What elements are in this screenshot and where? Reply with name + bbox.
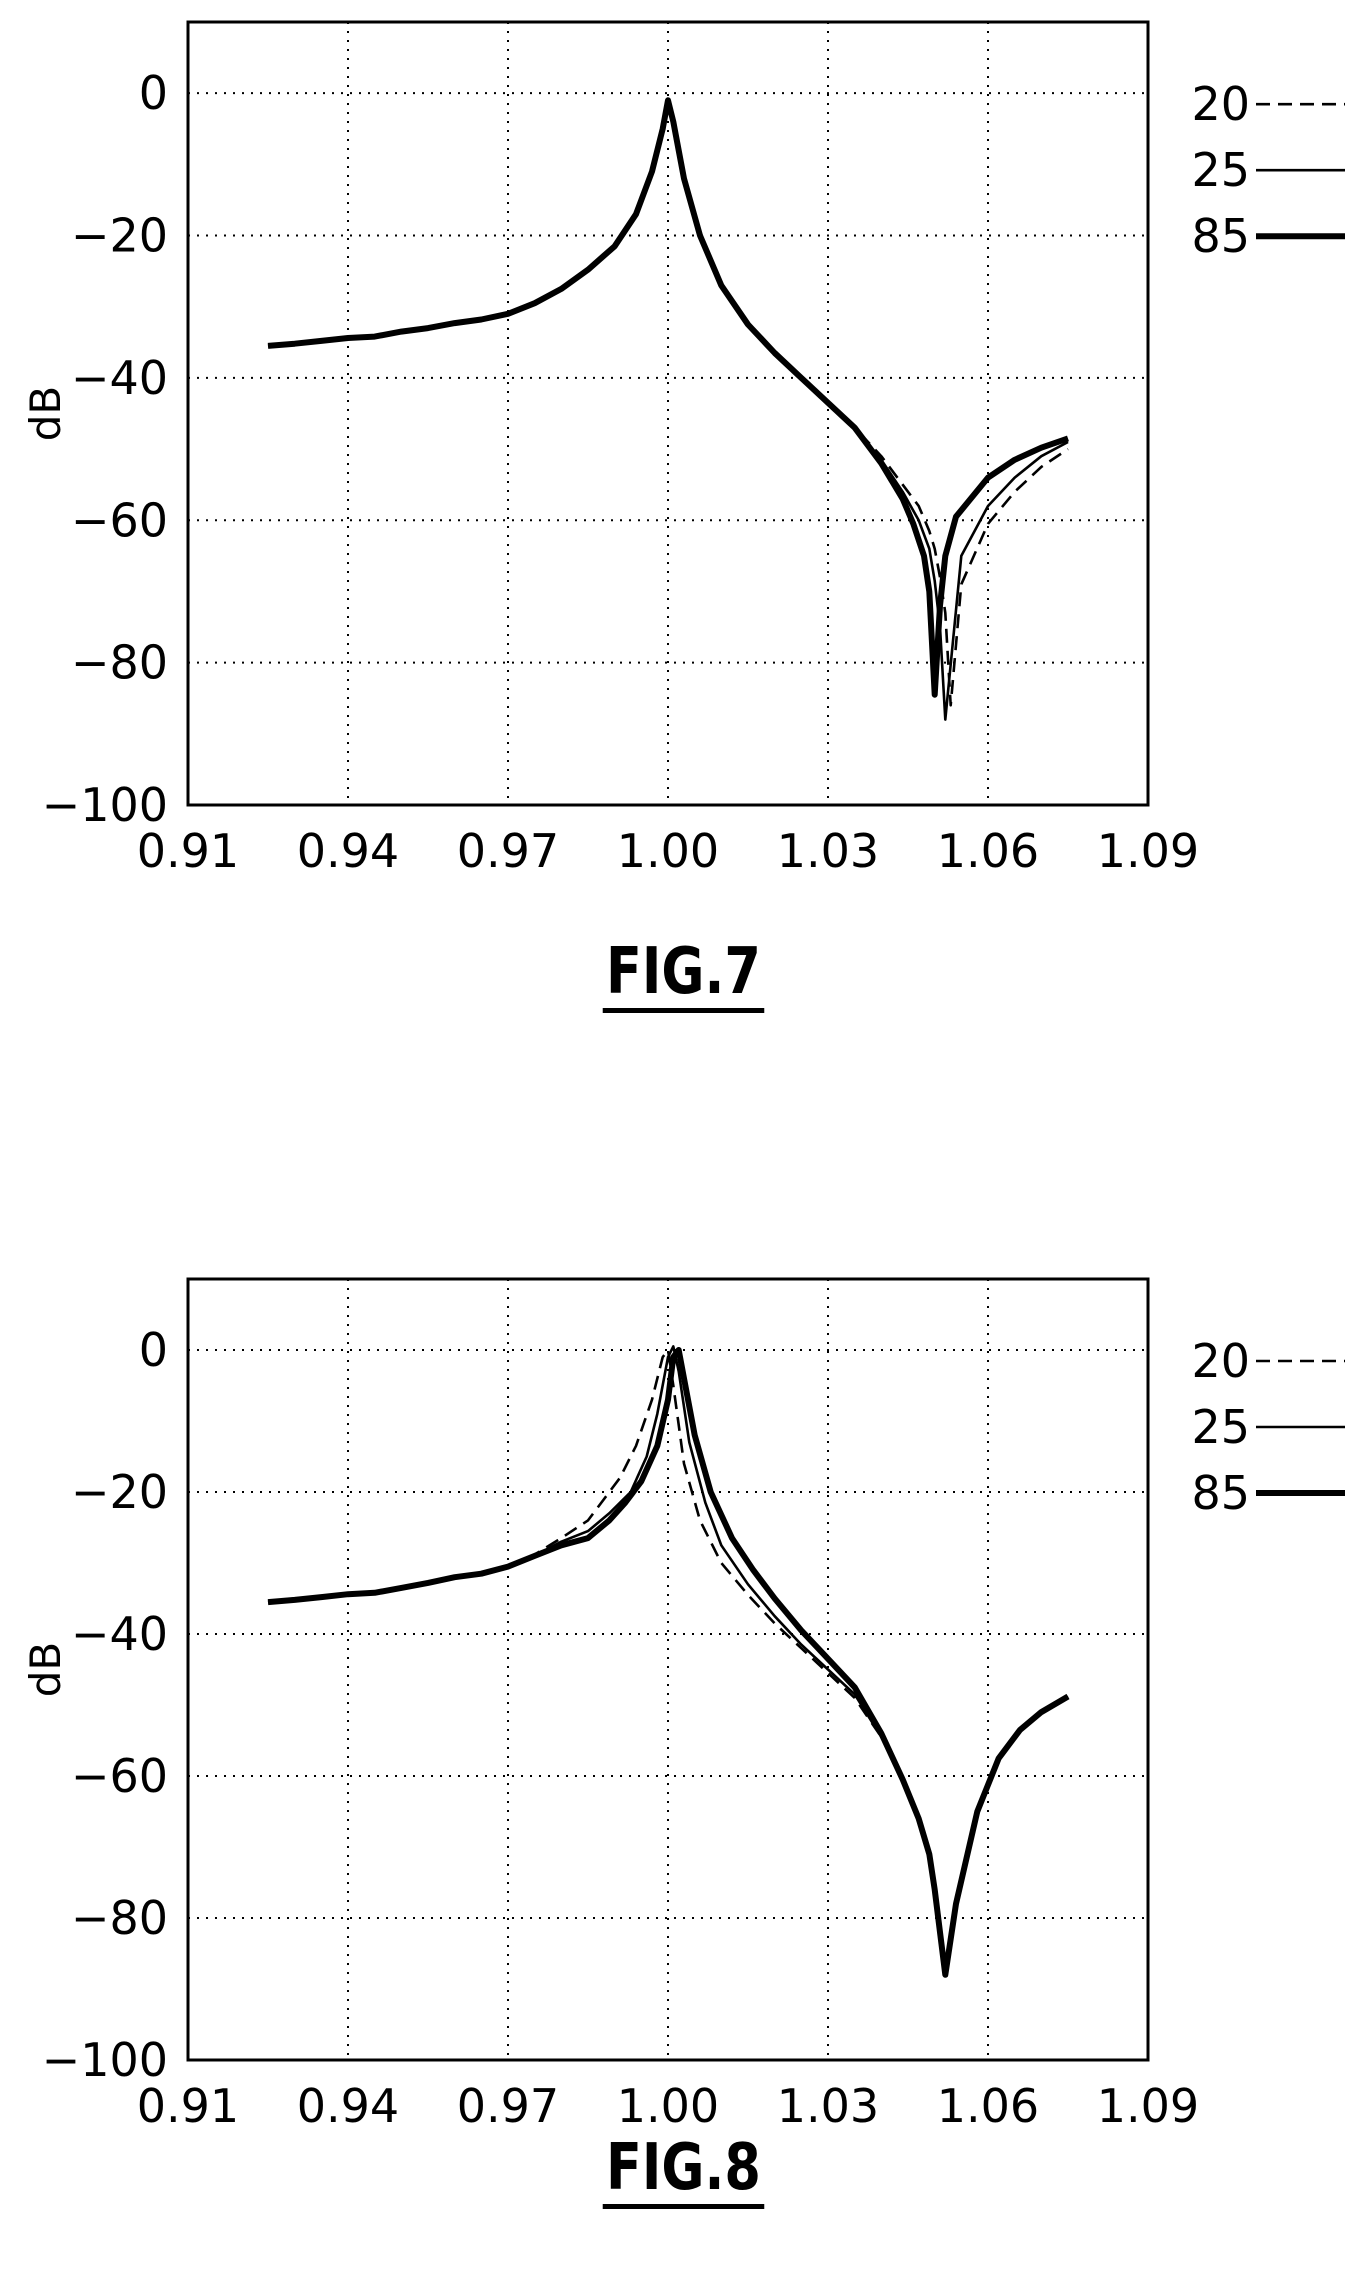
x-tick-label: 0.94 (297, 2079, 399, 2133)
plot-frame (186, 1277, 1150, 2062)
caption-fig8-text: FIG.8 (602, 2136, 764, 2209)
x-tick-label: 1.00 (617, 824, 719, 878)
series-line-20 (267, 1348, 1069, 1977)
legend-label-25: 25 (1191, 1400, 1250, 1454)
figure-8: 0.91 0.94 0.97 1.00 1.03 1.06 1.09 0 −20 −40 −60 −8… (0, 1146, 1366, 2293)
figure-7: 0.91 0.94 0.97 1.00 1.03 1.06 1.09 0 −20 −40 −60 −8… (0, 0, 1366, 1146)
legend-label-20: 20 (1191, 77, 1250, 131)
legend-label-85: 85 (1191, 1466, 1250, 1520)
caption-fig7: FIG.7 (0, 940, 1366, 1013)
x-tick-label: 0.94 (297, 824, 399, 878)
x-tick-label: 1.06 (937, 2079, 1039, 2133)
y-tick-label: −40 (71, 351, 168, 405)
y-tick-label: −60 (71, 493, 168, 547)
x-tick-label: 1.09 (1097, 2079, 1199, 2133)
y-tick-label: −40 (71, 1607, 168, 1661)
legend-label-20: 20 (1191, 1334, 1250, 1388)
series-line-20 (267, 99, 1069, 707)
legend-label-25: 25 (1191, 143, 1250, 197)
x-tick-label: 0.91 (137, 824, 239, 878)
y-tick-label: 0 (139, 1323, 168, 1377)
y-axis-title: dB (21, 1642, 70, 1697)
caption-fig7-text: FIG.7 (602, 940, 764, 1013)
legend-label-85: 85 (1191, 209, 1250, 263)
x-tick-label: 0.91 (137, 2079, 239, 2133)
chart-fig7: 0.91 0.94 0.97 1.00 1.03 1.06 1.09 0 −20 −40 −60 −8… (21, 20, 1345, 878)
y-tick-label: −80 (71, 636, 168, 690)
x-tick-label: 1.09 (1097, 824, 1199, 878)
y-tick-label: −20 (71, 209, 168, 263)
x-tick-label: 1.00 (617, 2079, 719, 2133)
y-tick-label: −100 (42, 778, 168, 832)
y-tick-label: −100 (42, 2033, 168, 2087)
caption-fig8: FIG.8 (0, 2136, 1366, 2209)
y-tick-label: −80 (71, 1891, 168, 1945)
series-line-85 (267, 1347, 1070, 1978)
series-line-85 (267, 97, 1069, 698)
y-tick-label: −60 (71, 1749, 168, 1803)
chart-fig8: 0.91 0.94 0.97 1.00 1.03 1.06 1.09 0 −20 −40 −60 −8… (21, 1277, 1345, 2133)
plot-frame (186, 20, 1150, 807)
series-line-25 (267, 1345, 1069, 1977)
x-tick-label: 1.06 (937, 824, 1039, 878)
x-tick-label: 0.97 (457, 824, 559, 878)
y-tick-label: −20 (71, 1465, 168, 1519)
x-tick-label: 1.03 (777, 824, 879, 878)
x-tick-label: 1.03 (777, 2079, 879, 2133)
y-tick-label: 0 (139, 66, 168, 120)
y-axis-title: dB (21, 386, 70, 441)
x-tick-label: 0.97 (457, 2079, 559, 2133)
